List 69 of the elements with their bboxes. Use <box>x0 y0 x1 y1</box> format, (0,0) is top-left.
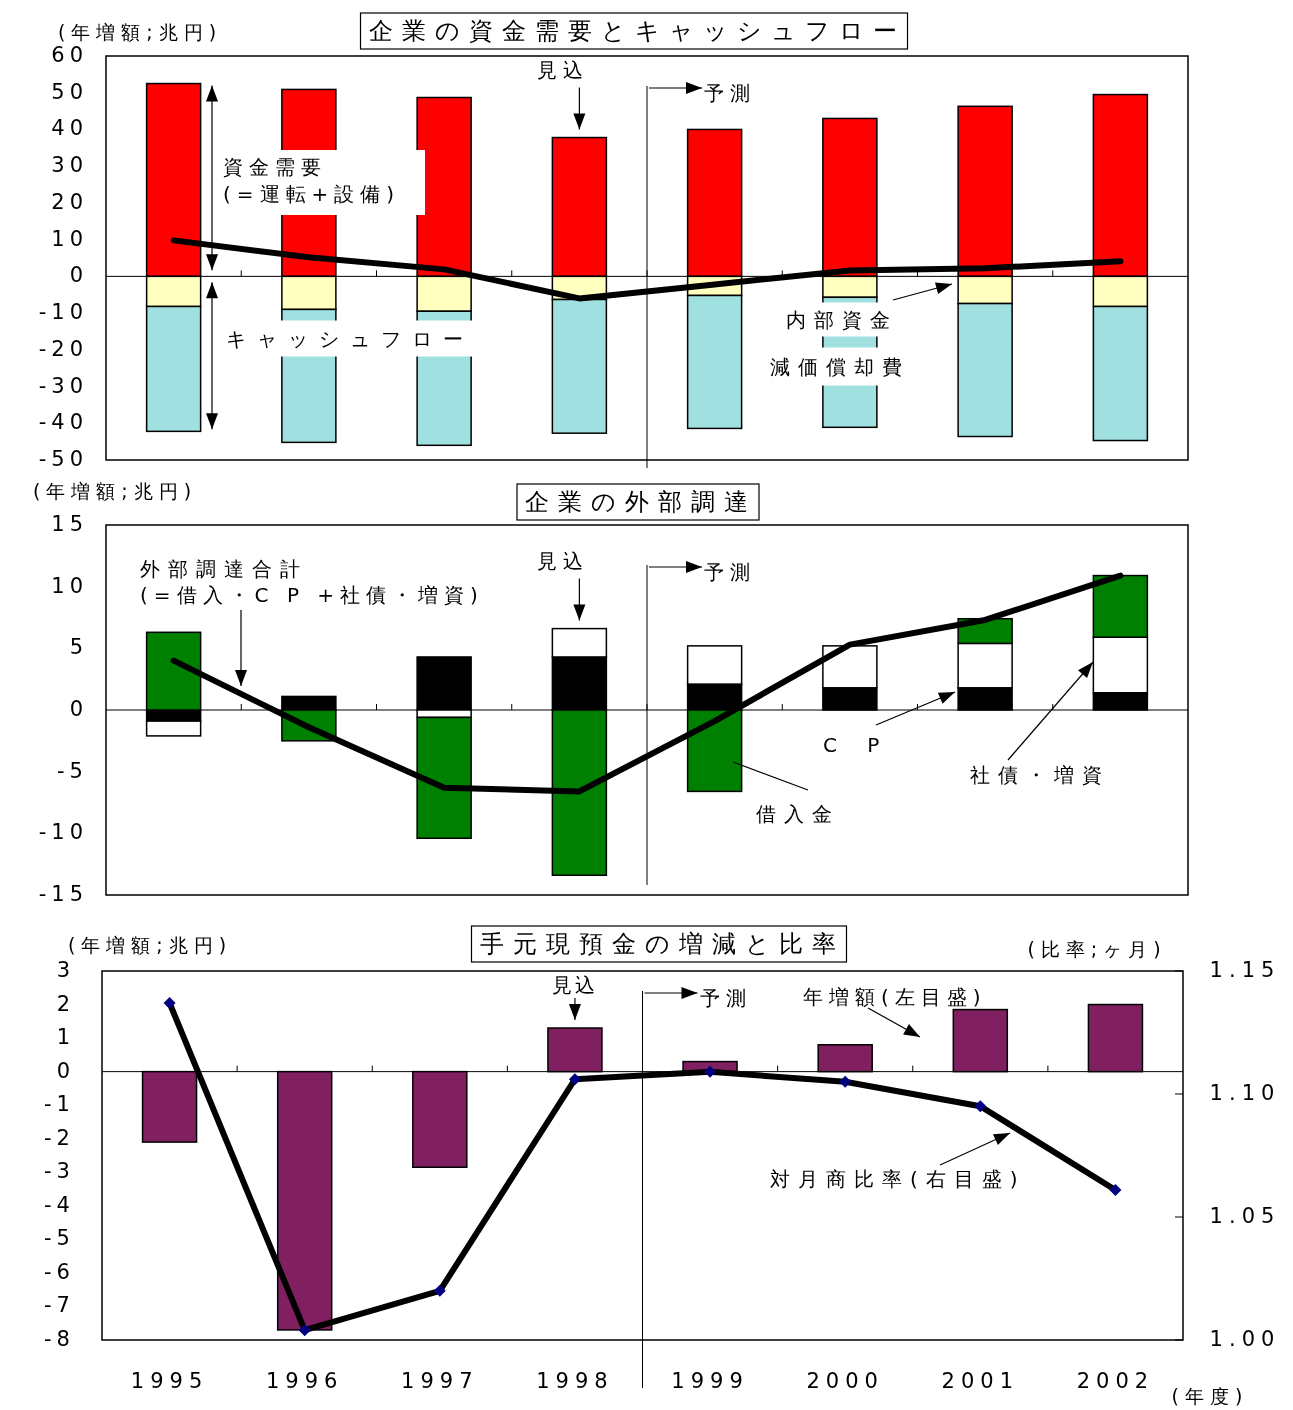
y-tick-label: -2 <box>44 1125 75 1150</box>
y2-tick-label: 1.00 <box>1209 1327 1281 1351</box>
y-tick-label: -50 <box>38 447 88 471</box>
y-tick-label: 60 <box>51 43 88 67</box>
y-tick-label: 0 <box>69 697 88 721</box>
y2-tick-label: 1.05 <box>1209 1204 1281 1228</box>
x-tick-label: 1995 <box>130 1369 209 1393</box>
series-label: C P <box>823 732 892 757</box>
chart-title: 企業の資金需要とキャッシュフロー <box>368 17 906 45</box>
y-tick-label: 1 <box>56 1025 75 1050</box>
annotation: 予測 <box>704 559 756 584</box>
y-tick-label: 3 <box>56 958 75 982</box>
y-tick-label: 30 <box>51 153 88 178</box>
y-tick-label: -20 <box>38 336 88 361</box>
y-axis-title: (年増額;兆円) <box>67 933 233 956</box>
x-tick-label: 1996 <box>265 1369 344 1393</box>
y-tick-label: -6 <box>44 1259 75 1284</box>
y-tick-label: -10 <box>38 820 88 845</box>
series-label: 年増額(左目盛) <box>803 984 987 1009</box>
y-tick-label: 10 <box>51 226 88 251</box>
x-axis-title: (年度) <box>1171 1384 1249 1407</box>
legend-label: 対月商比率(右目盛) <box>770 1166 1026 1191</box>
y-tick-label: 0 <box>56 1058 75 1083</box>
y-tick-label: 0 <box>69 263 88 288</box>
x-tick-label: 1998 <box>536 1369 614 1393</box>
y-tick-label: -8 <box>44 1327 75 1351</box>
y-tick-label: -15 <box>38 882 88 906</box>
x-tick-label: 2000 <box>806 1369 884 1393</box>
y-axis-title: (年増額;兆円) <box>32 479 198 502</box>
y-tick-label: -7 <box>44 1293 75 1318</box>
series-label: 内部資金 <box>786 307 898 332</box>
chart-title: 手元現預金の増減と比率 <box>479 930 845 958</box>
x-tick-label: 1999 <box>671 1369 749 1393</box>
x-tick-label: 2001 <box>941 1369 1020 1393</box>
y-tick-label: -40 <box>38 410 88 435</box>
y-axis-title: (年増額;兆円) <box>57 20 223 43</box>
annotation: 見込 <box>551 972 598 997</box>
x-tick-label: 1997 <box>401 1369 479 1393</box>
series-label: 減価償却費 <box>770 354 910 379</box>
y-tick-label: 50 <box>51 79 88 104</box>
y-tick-label: 2 <box>56 991 75 1016</box>
y-tick-label: 10 <box>51 573 88 598</box>
y-tick-label: -5 <box>44 1226 75 1251</box>
legend-label: 借入金 <box>756 801 840 826</box>
x-tick-label: 2002 <box>1076 1369 1155 1393</box>
annotation: 見込 <box>537 549 590 574</box>
annotation: 外部調達合計 <box>140 556 308 581</box>
y-tick-label: 20 <box>51 189 88 214</box>
y2-axis-title: (比率;ヶ月) <box>1027 937 1167 960</box>
annotation: キャッシュフロー <box>226 326 474 351</box>
y-tick-label: -3 <box>44 1159 75 1184</box>
y-tick-label: -10 <box>38 300 88 325</box>
y-tick-label: 15 <box>51 512 88 536</box>
series-label: 資金需要 <box>223 154 327 179</box>
annotation: (=運転+設備) <box>223 181 401 206</box>
annotation: 見込 <box>537 58 590 83</box>
y-tick-label: -5 <box>57 758 88 783</box>
text: 社債・増資 <box>970 762 1110 787</box>
annotation: (=借入・C P +社債・増資) <box>140 582 484 607</box>
y-tick-label: -4 <box>44 1192 75 1217</box>
y2-tick-label: 1.10 <box>1209 1081 1281 1105</box>
y-tick-label: -30 <box>38 373 88 398</box>
chart-title: 企業の外部調達 <box>525 488 757 516</box>
y-tick-label: 5 <box>69 635 88 660</box>
annotation: 予測 <box>699 985 752 1010</box>
y-tick-label: -1 <box>44 1092 75 1117</box>
y-tick-label: 40 <box>51 116 88 141</box>
annotation: 予測 <box>704 80 756 105</box>
y2-tick-label: 1.15 <box>1209 958 1281 982</box>
